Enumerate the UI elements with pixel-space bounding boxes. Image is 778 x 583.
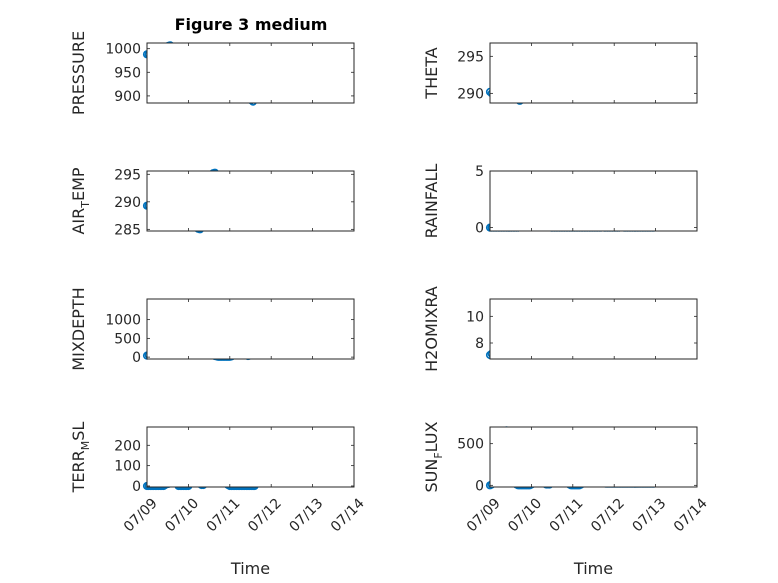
subplot-second-left: 285 290 295 AIRTEMP [69,167,355,238]
y-tick-label: 200 [114,438,141,454]
y-axis-label: PRESSURE [69,31,88,115]
axes-box [489,42,698,104]
y-axis-label-main: RAINFALL [422,164,441,239]
y-axis-label-main: TERR [69,450,88,493]
y-tick-label: 8 [475,336,484,352]
y-axis-label-main: H2OMIXRA [422,286,441,372]
y-axis-label-main: THETA [422,47,441,99]
subplot-top-right: 290 295 THETA [422,42,698,105]
y-axis-label-tail: LUX [422,421,441,452]
y-axis-label-main: PRESSURE [69,31,88,115]
subplot-top-left: 900 950 1000 PRESSURE [69,31,355,115]
y-axis-label-tail: EMP [69,167,88,201]
axes-box [146,298,355,360]
y-axis-label-subscript: M [79,441,92,451]
y-axis-label: SUNFLUX [422,421,445,492]
subplot-third-right: 8 10 H2OMIXRA [422,286,698,372]
y-axis-label: MIXDEPTH [69,287,88,370]
y-axis-label-main: AIR [69,208,88,235]
x-axis-label: Time [230,559,270,578]
y-tick-label: 290 [114,195,141,211]
axes-box [489,426,698,488]
y-tick-label: 900 [114,89,141,105]
axes-box [146,426,355,488]
y-tick-label: 5 [475,164,484,180]
y-tick-label: 950 [114,65,141,81]
subplot-third-left: 0 500 1000 MIXDEPTH [69,287,355,371]
axes-box [146,42,355,104]
y-tick-label: 100 [114,459,141,475]
axes-box [146,170,355,232]
subplot-second-right: 0 5 RAINFALL [422,164,698,239]
y-axis-label: RAINFALL [422,164,441,239]
y-axis-label: H2OMIXRA [422,286,441,372]
y-tick-label: 295 [114,167,141,183]
y-axis-label-subscript: T [79,201,92,209]
y-tick-label: 1000 [105,42,141,58]
y-tick-label: 285 [114,222,141,238]
y-axis-label-subscript: F [432,452,445,458]
y-tick-label: 0 [475,221,484,237]
y-tick-label: 1000 [105,313,141,329]
y-tick-label: 500 [457,437,484,453]
y-axis-label: TERRMSL [69,422,92,494]
y-axis-label: AIRTEMP [69,167,92,234]
y-tick-label: 290 [457,86,484,102]
y-axis-label-main: MIXDEPTH [69,287,88,370]
figure-title: Figure 3 medium [175,15,328,34]
y-tick-label: 0 [132,350,141,366]
y-tick-label: 0 [132,479,141,495]
y-tick-label: 0 [475,478,484,494]
axes-box [489,298,698,360]
y-tick-label: 500 [114,331,141,347]
y-axis-label: THETA [422,47,441,99]
axes-box [489,170,698,232]
y-tick-label: 295 [457,49,484,65]
y-tick-label: 10 [466,309,484,325]
y-axis-label-tail: SL [69,422,88,441]
x-axis-label: Time [573,559,613,578]
y-axis-label-main: SUN [422,459,441,493]
